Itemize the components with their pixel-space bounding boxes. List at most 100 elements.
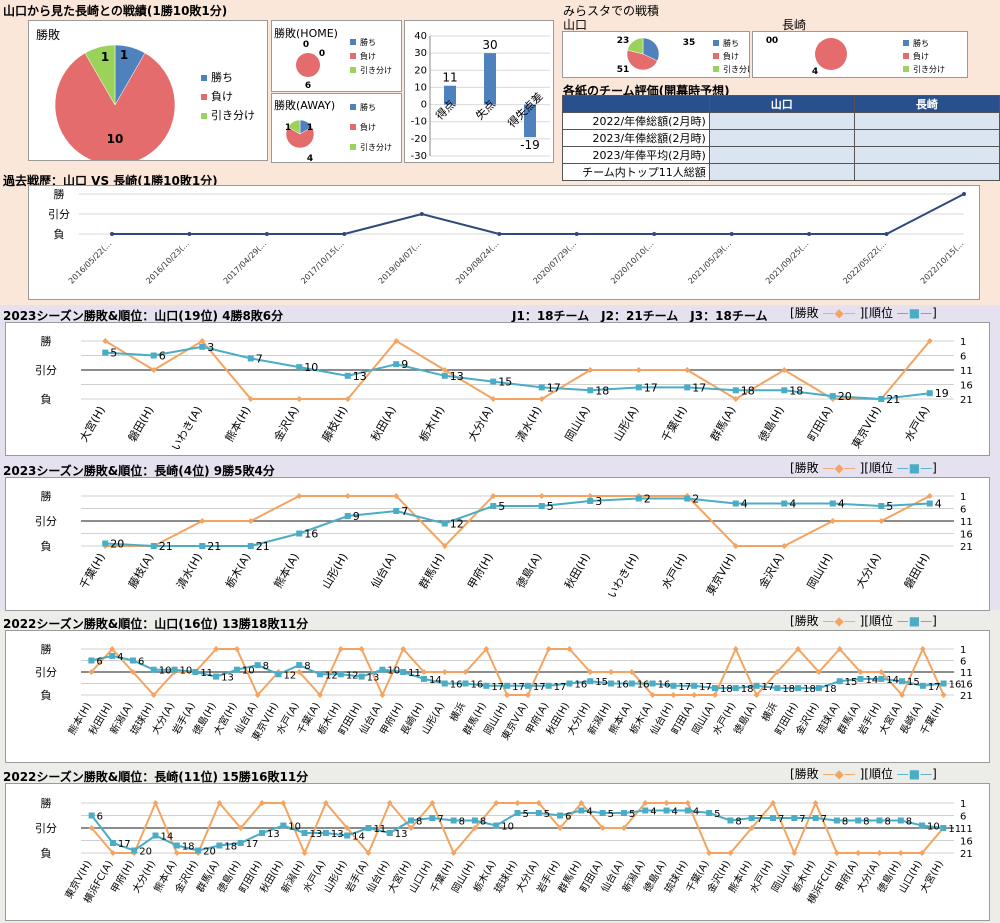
rank-value-label: 11: [948, 824, 961, 835]
x-tick-label: 磐田(H): [901, 551, 933, 592]
rank-value-label: 17: [678, 682, 691, 693]
result-point: [538, 493, 545, 499]
result-point: [635, 367, 642, 373]
legend-label: 勝ち: [211, 70, 233, 84]
pie-value-label: 1: [307, 123, 313, 133]
result-point: [940, 692, 947, 698]
result-point: [753, 692, 760, 698]
bar-value-label: 30: [482, 38, 497, 52]
rank-point: [280, 822, 287, 829]
result-point: [88, 825, 95, 831]
pie-slice: [285, 126, 315, 149]
legend-swatch: [713, 53, 719, 59]
result-point: [878, 518, 885, 524]
rank-point: [926, 390, 933, 397]
rank-value-label: 15: [845, 677, 858, 688]
y-tick-label: 勝: [54, 187, 65, 201]
x-tick-label: 秋田(H): [561, 551, 593, 592]
x-tick-label: 清水(H): [174, 551, 205, 591]
result-point: [152, 800, 159, 806]
rank-value-label: 16: [949, 680, 962, 691]
rank-value-label: 10: [304, 361, 318, 374]
y-tick-label: 40: [414, 31, 427, 42]
eval-table: 山口 長崎 2022/年俸総額(2月時) 2023/年俸総額(2月時) 2023…: [562, 95, 1000, 181]
rank-value-label: 18: [824, 684, 837, 695]
result-point: [538, 396, 545, 402]
x-tick-label: 藤枝(H): [319, 404, 351, 445]
y-tick-label: -20: [411, 134, 427, 145]
result-point: [897, 850, 904, 856]
result-point: [557, 825, 564, 831]
rank-value-label: 16: [637, 680, 650, 691]
result-point: [587, 493, 594, 499]
result-point: [301, 850, 308, 856]
rank-point: [420, 675, 427, 682]
result-point: [514, 800, 521, 806]
legend-label: 勝ち: [360, 37, 376, 47]
rank-point: [195, 847, 202, 854]
rank-point: [587, 678, 594, 685]
rank-value-label: 13: [353, 370, 367, 383]
pie-slice: [627, 37, 644, 55]
x-tick-label: 熊本(H): [222, 404, 254, 445]
rank-value-label: 16: [574, 680, 587, 691]
result-point: [344, 493, 351, 499]
x-tick-label: 金沢(A): [271, 404, 302, 444]
rank-value-label: 20: [838, 390, 852, 403]
rank-value-label: 8: [842, 817, 848, 828]
history-point: [187, 232, 192, 236]
rank-value-label: 8: [863, 817, 869, 828]
x-tick-label: 2019/04/07(...: [377, 239, 424, 286]
y-tick-label: -30: [411, 151, 427, 162]
history-line: [112, 193, 965, 235]
pie-value-label: 10: [107, 132, 124, 146]
mirasuta-nagasaki-label: 長崎: [782, 18, 807, 32]
rank-point: [233, 666, 240, 673]
rank-value-label: 18: [741, 384, 755, 397]
rank-point: [344, 832, 351, 839]
eval-cell-nagasaki: [853, 146, 1000, 164]
rank-value-label: 18: [720, 684, 733, 695]
x-tick-label: 東京V(H): [849, 404, 884, 451]
rank-point: [940, 825, 947, 831]
eval-cell-nagasaki: [853, 129, 1000, 147]
rank-point: [275, 671, 282, 678]
result-point: [926, 338, 933, 344]
x-tick-label: いわき(A): [169, 404, 205, 453]
rank-value-label: 4: [741, 498, 748, 511]
result-point: [732, 396, 739, 402]
result-point: [795, 646, 802, 652]
result-point: [408, 825, 415, 831]
legend-result-label: [勝敗: [790, 767, 819, 781]
rank-point: [493, 822, 500, 829]
eval-header-nagasaki: 長崎: [853, 95, 1000, 113]
rank-value-label: 13: [267, 829, 280, 840]
pie-value-label: 23: [617, 36, 630, 46]
rank-value-label: 21: [159, 540, 173, 553]
y2023-panel: 勝引分負 1 6 11 16 21 5 6 3 7 10 13 9 13 15 17 18 17 17 18 18 20 2…: [5, 322, 990, 456]
rank-value-label: 10: [242, 666, 255, 677]
rank-value-label: 17: [644, 381, 658, 394]
result-point: [781, 543, 788, 549]
result-point: [926, 493, 933, 499]
x-tick-label: 千葉(H): [76, 551, 108, 592]
result-point: [587, 669, 594, 675]
result-point: [578, 800, 585, 806]
eval-row-label: チーム内トップ11人総額: [562, 163, 710, 181]
pie-value-label: 6: [305, 81, 311, 91]
rank-value-label: 4: [935, 498, 942, 511]
pie-value-label: 35: [683, 38, 696, 48]
rank-point: [216, 842, 223, 849]
y-left-label: 引分: [35, 821, 57, 835]
rank-point: [774, 685, 781, 692]
rank-value-label: 5: [523, 809, 529, 820]
legend-label: 負け: [913, 51, 929, 61]
rank-value-label: 6: [565, 812, 571, 823]
y-right-label: 11: [960, 366, 973, 377]
rank-value-label: 6: [96, 657, 102, 668]
rank-value-label: 13: [450, 370, 464, 383]
rank-value-label: 16: [450, 680, 463, 691]
